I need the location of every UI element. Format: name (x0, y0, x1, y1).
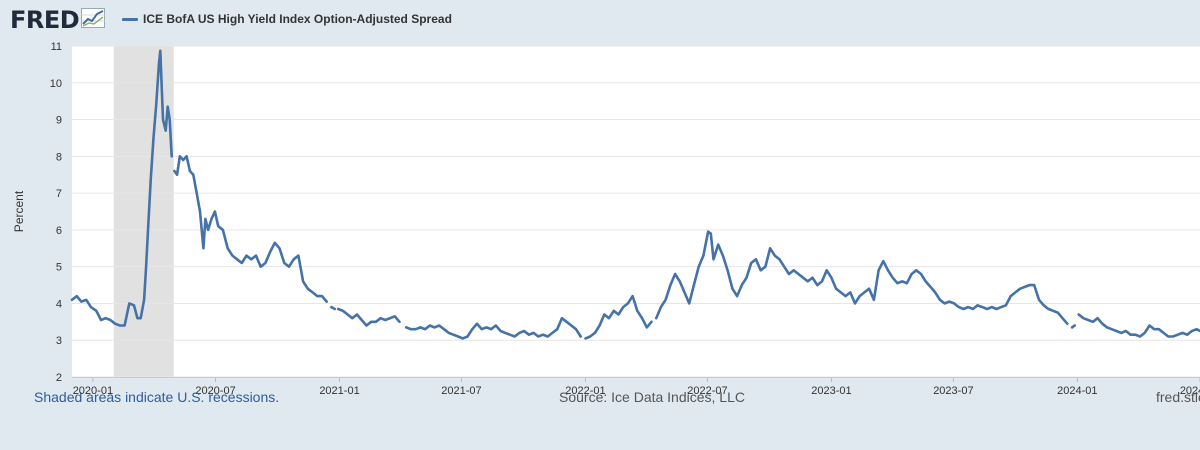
recession-note-link[interactable]: Shaded areas indicate U.S. recessions. (34, 389, 280, 405)
x-tick-label: 2020-07 (195, 385, 235, 397)
y-tick-label: 4 (56, 298, 62, 310)
series-line (584, 294, 653, 340)
x-tick-label: 2022-07 (687, 385, 727, 397)
x-tick-label: 2020-01 (73, 385, 113, 397)
x-tick-label: 2023-01 (811, 385, 851, 397)
x-tick-label: 2022-01 (565, 385, 605, 397)
series-line (330, 305, 337, 311)
y-tick-label: 10 (50, 78, 62, 90)
y-axis-label: Percent (12, 190, 26, 232)
fred-logo[interactable]: FRED (10, 6, 106, 34)
fred-logo-text: FRED (10, 6, 80, 34)
chart-legend: ICE BofA US High Yield Index Option-Adju… (122, 12, 452, 26)
series-line (336, 307, 401, 327)
x-tick-label: 2021-07 (441, 385, 481, 397)
x-tick-label: 2024-07 (1180, 385, 1200, 397)
series-line (1077, 313, 1200, 338)
y-tick-label: 11 (51, 41, 62, 53)
series-line (173, 155, 329, 303)
series-line (1070, 324, 1076, 329)
legend-swatch (122, 17, 138, 21)
x-tick-label: 2024-01 (1057, 385, 1097, 397)
y-tick-label: 2 (56, 372, 62, 384)
legend-label: ICE BofA US High Yield Index Option-Adju… (143, 12, 452, 26)
x-tick-label: 2021-01 (319, 385, 359, 397)
source-note: Source: Ice Data Indices, LLC (559, 389, 745, 405)
y-tick-label: 8 (56, 151, 62, 163)
y-tick-label: 5 (56, 262, 62, 274)
series-line (70, 49, 173, 327)
recession-shade (113, 46, 174, 377)
fred-chart-icon (81, 7, 106, 33)
x-tick-label: 2023-07 (933, 385, 973, 397)
y-tick-label: 7 (56, 188, 62, 200)
series-line (654, 230, 1069, 326)
series-line (404, 316, 583, 340)
site-link[interactable]: fred.stlouisfed.org (1156, 389, 1200, 405)
y-tick-label: 9 (56, 115, 62, 127)
y-tick-label: 6 (56, 225, 62, 237)
plot-area (72, 46, 1200, 377)
y-tick-label: 3 (56, 335, 62, 347)
